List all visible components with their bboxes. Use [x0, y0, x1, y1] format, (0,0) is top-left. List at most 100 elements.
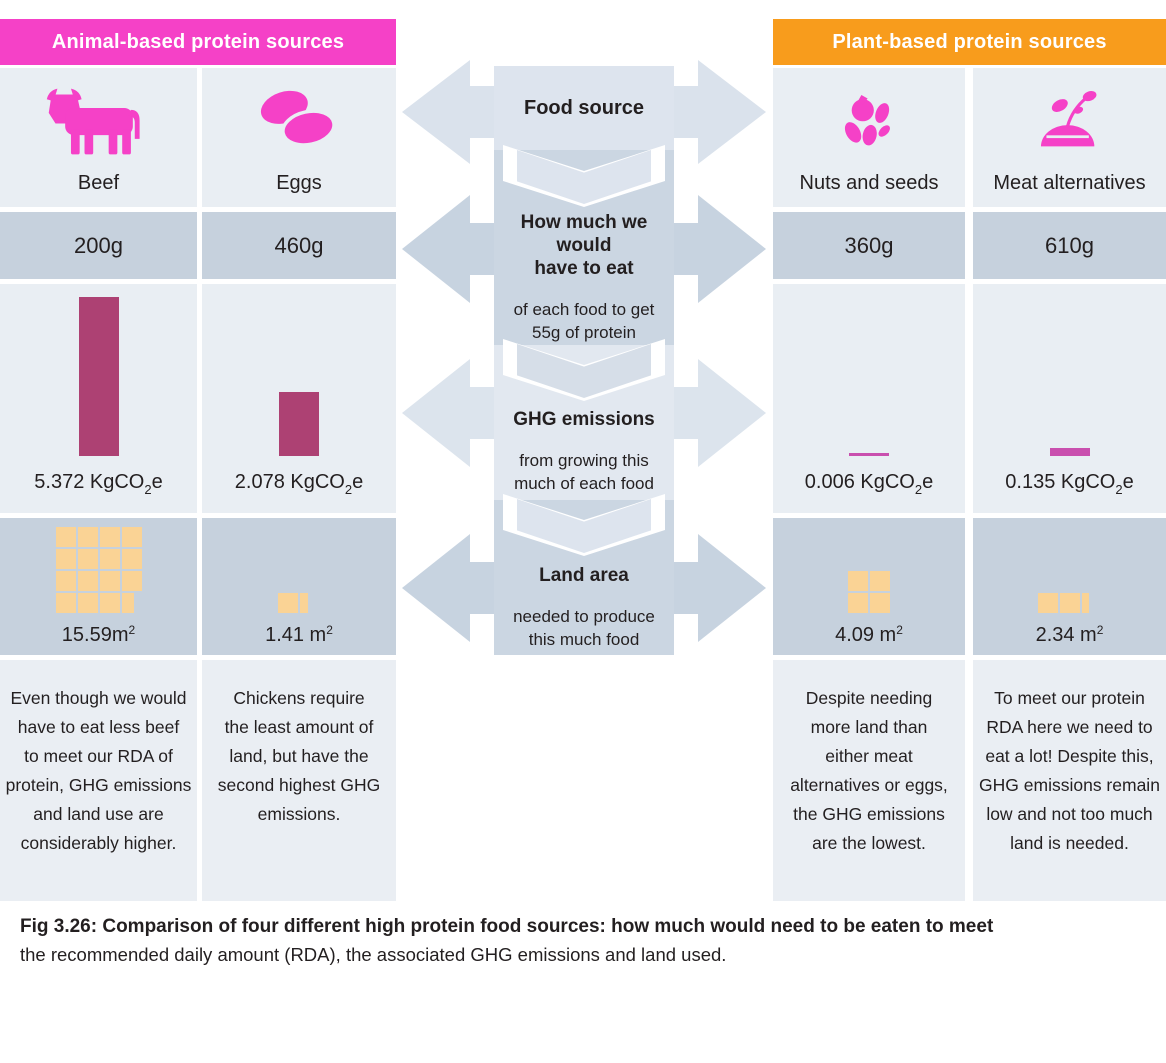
nuts-seeds-icon — [773, 76, 965, 168]
description-text: To meet our protein RDA here we need to … — [979, 688, 1160, 853]
land-cell: 15.59m2 — [0, 518, 197, 655]
land-square — [55, 549, 76, 569]
ghg-value: 0.006 KgCO2e — [804, 471, 934, 497]
ghg-bar — [1049, 448, 1090, 456]
food-source-label: Food source — [523, 96, 644, 119]
amount-cell: 610g — [973, 212, 1166, 279]
amount-value: 200g — [74, 232, 123, 258]
eggs-icon — [202, 76, 396, 168]
food-name: Nuts and seeds — [799, 172, 939, 194]
food-cell: Beef — [0, 68, 197, 207]
ghg-cell: 2.078 KgCO2e — [202, 284, 396, 513]
land-square — [121, 527, 142, 547]
ghg-bar — [849, 453, 889, 456]
figure-caption-bold: Fig 3.26: Comparison of four different h… — [20, 916, 994, 937]
right-arrow-icon — [698, 359, 766, 467]
land-square — [1037, 593, 1058, 613]
land-square — [278, 593, 298, 613]
right-arrow-icon — [698, 60, 766, 164]
description-cell: To meet our protein RDA here we need to … — [973, 660, 1166, 901]
land-squares-grid — [202, 593, 396, 613]
ghg-bar — [279, 392, 319, 456]
column-beef: Beef 200g 5.372 KgCO2e 15.59m2 Even thou… — [0, 0, 197, 1063]
land-label-block: Land area needed to produce this much fo… — [494, 546, 674, 669]
amount-value: 460g — [274, 232, 324, 258]
cow-icon — [0, 76, 197, 168]
land-square-partial — [300, 593, 308, 613]
land-square — [1059, 593, 1080, 613]
food-name: Beef — [77, 172, 120, 194]
ghg-cell: 0.135 KgCO2e — [973, 284, 1166, 513]
land-square — [55, 593, 76, 613]
food-cell: Meat alternatives — [973, 68, 1166, 207]
food-cell: Eggs — [202, 68, 396, 207]
ghg-value: 0.135 KgCO2e — [1005, 471, 1134, 497]
land-value: 1.41 m2 — [265, 623, 333, 646]
land-cell: 4.09 m2 — [773, 518, 965, 655]
land-square — [55, 527, 76, 547]
ghg-label-block: GHG emissions from growing this much of … — [494, 390, 674, 513]
land-square — [99, 527, 120, 547]
amount-title: How much we would have to eat — [520, 212, 648, 279]
ghg-value: 5.372 KgCO2e — [34, 471, 163, 497]
left-arrow-icon — [402, 60, 470, 164]
land-square — [77, 527, 98, 547]
column-meat-alternatives: Meat alternatives 610g 0.135 KgCO2e 2.34… — [973, 0, 1166, 1063]
land-square — [848, 571, 868, 591]
land-square-partial — [121, 593, 134, 613]
land-squares-grid — [773, 571, 965, 613]
food-source-box — [494, 66, 674, 150]
description-cell: Even though we would have to eat less be… — [0, 660, 197, 901]
land-square — [77, 593, 98, 613]
ghg-bar — [78, 297, 119, 456]
amount-cell: 460g — [202, 212, 396, 279]
food-name: Meat alternatives — [993, 172, 1146, 194]
land-square — [870, 571, 890, 591]
land-title: Land area — [539, 565, 629, 586]
left-arrow-icon — [402, 195, 470, 303]
land-square — [121, 571, 142, 591]
plant-sources-header: Plant-based protein sources — [773, 19, 1166, 65]
land-value: 15.59m2 — [61, 623, 136, 646]
ghg-cell: 5.372 KgCO2e — [0, 284, 197, 513]
column-eggs: Eggs 460g 2.078 KgCO2e 1.41 m2 Chickens … — [202, 0, 396, 1063]
description-text: Chickens require the least amount of lan… — [217, 688, 381, 824]
amount-subtitle: of each food to get 55g of protein — [513, 300, 655, 342]
description-text: Even though we would have to eat less be… — [5, 688, 192, 853]
ghg-title: GHG emissions — [513, 409, 655, 430]
amount-cell: 360g — [773, 212, 965, 279]
figure-caption-regular: the recommended daily amount (RDA), the … — [20, 944, 727, 965]
ghg-cell: 0.006 KgCO2e — [773, 284, 965, 513]
left-arrow-icon — [402, 534, 470, 642]
left-arrow-icon — [402, 359, 470, 467]
land-value: 4.09 m2 — [835, 623, 903, 646]
land-square — [99, 571, 120, 591]
food-cell: Nuts and seeds — [773, 68, 965, 207]
ghg-subtitle: from growing this much of each food — [514, 451, 654, 493]
land-square — [77, 571, 98, 591]
amount-cell: 200g — [0, 212, 197, 279]
land-square — [99, 593, 120, 613]
amount-value: 360g — [844, 232, 894, 258]
column-nuts-seeds: Nuts and seeds 360g 0.006 KgCO2e 4.09 m2… — [773, 0, 965, 1063]
animal-sources-header: Animal-based protein sources — [0, 19, 396, 65]
land-square — [77, 549, 98, 569]
description-cell: Chickens require the least amount of lan… — [202, 660, 396, 901]
land-squares-grid — [973, 593, 1166, 613]
right-arrow-icon — [698, 534, 766, 642]
land-cell: 2.34 m2 — [973, 518, 1166, 655]
right-arrow-icon — [698, 195, 766, 303]
land-square — [848, 593, 868, 613]
meat-alternative-icon — [973, 76, 1166, 168]
ghg-value: 2.078 KgCO2e — [234, 471, 364, 497]
land-value: 2.34 m2 — [1035, 623, 1104, 646]
land-square-partial — [1081, 593, 1089, 613]
land-square — [870, 593, 890, 613]
land-square — [99, 549, 120, 569]
amount-label-block: How much we would have to eat of each fo… — [494, 193, 674, 362]
land-square — [121, 549, 142, 569]
description-cell: Despite needing more land than either me… — [773, 660, 965, 901]
land-square — [55, 571, 76, 591]
amount-value: 610g — [1045, 232, 1094, 258]
